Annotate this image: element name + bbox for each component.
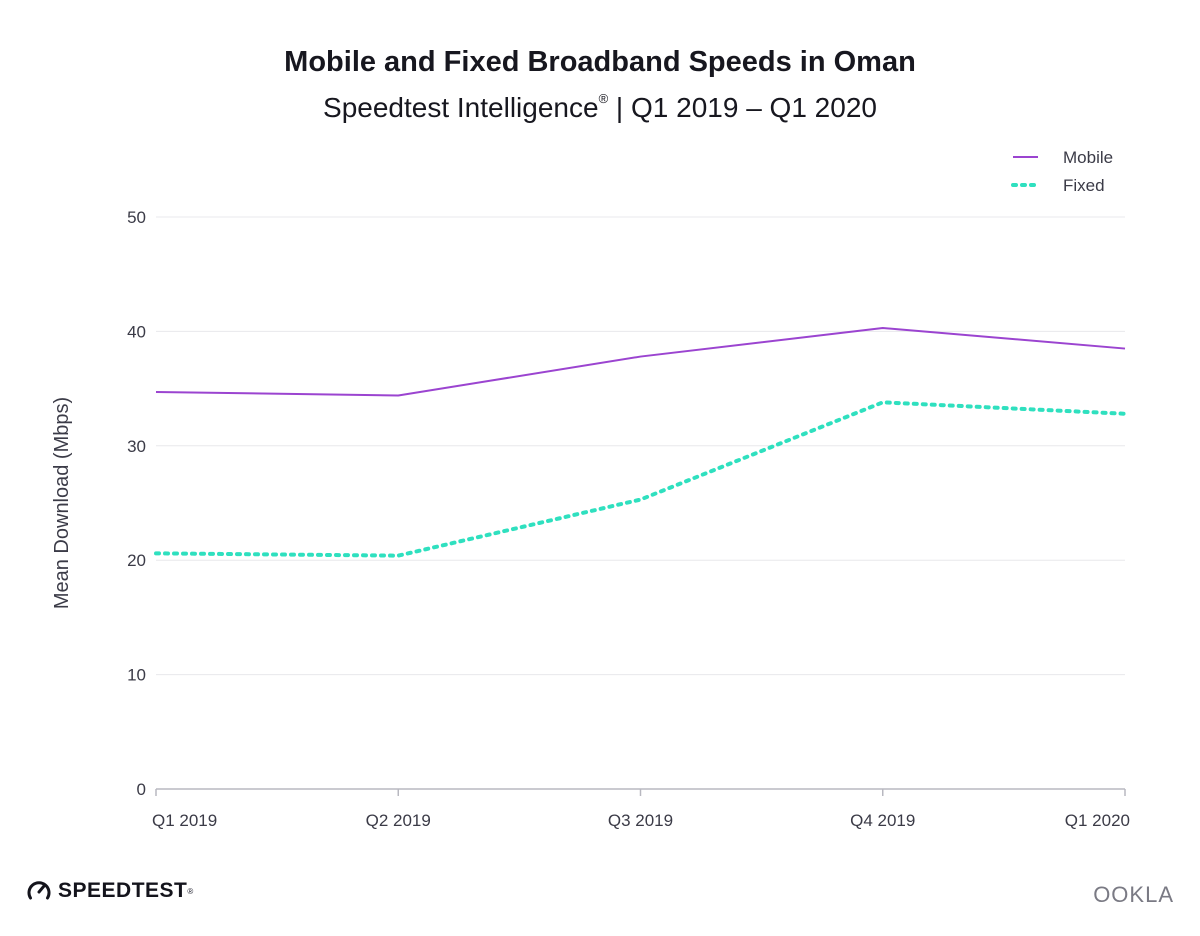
y-tick-label-20: 20 (127, 551, 146, 570)
x-tick-label-2: Q3 2019 (608, 811, 673, 830)
y-tick-label-0: 0 (137, 780, 146, 799)
legend-label-mobile: Mobile (1063, 148, 1113, 167)
speedometer-icon (27, 881, 51, 900)
registered-mark: ® (598, 91, 609, 106)
series-line-fixed (154, 400, 1127, 558)
y-tick-label-30: 30 (127, 437, 146, 456)
subtitle-main: Speedtest Intelligence (323, 92, 599, 123)
x-tick-label-0: Q1 2019 (152, 811, 217, 830)
y-tick-label-10: 10 (127, 666, 146, 685)
ookla-wordmark: OOKLA (1093, 882, 1174, 907)
chart-subtitle: Speedtest Intelligence® | Q1 2019 – Q1 2… (0, 80, 1200, 127)
chart-title: Mobile and Fixed Broadband Speeds in Oma… (284, 46, 916, 78)
speedtest-logo: SPEEDTEST ® (26, 878, 193, 904)
series-lines (154, 326, 1127, 558)
series-line-mobile (155, 326, 1126, 397)
y-tick-label-40: 40 (127, 322, 146, 341)
axes: 0 10 20 30 40 50 Q1 2019 Q2 2019 Q3 2019 Q4 2019 Q… (51, 208, 1130, 830)
subtitle-range: | Q1 2019 – Q1 2020 (608, 92, 877, 123)
y-axis-title: Mean Download (Mbps) (51, 397, 73, 609)
grid-lines (156, 216, 1125, 676)
y-tick-label-50: 50 (127, 208, 146, 227)
speedtest-wordmark: SPEEDTEST (58, 879, 188, 902)
legend: Mobile Fixed (1011, 148, 1113, 195)
chart-titles: Mobile and Fixed Broadband Speeds in Oma… (0, 44, 1200, 127)
x-tick-label-4: Q1 2020 (1065, 811, 1130, 830)
x-tick-label-1: Q2 2019 (366, 811, 431, 830)
speedtest-mark: ® (187, 886, 194, 896)
legend-label-fixed: Fixed (1063, 176, 1105, 195)
x-tick-label-3: Q4 2019 (850, 811, 915, 830)
